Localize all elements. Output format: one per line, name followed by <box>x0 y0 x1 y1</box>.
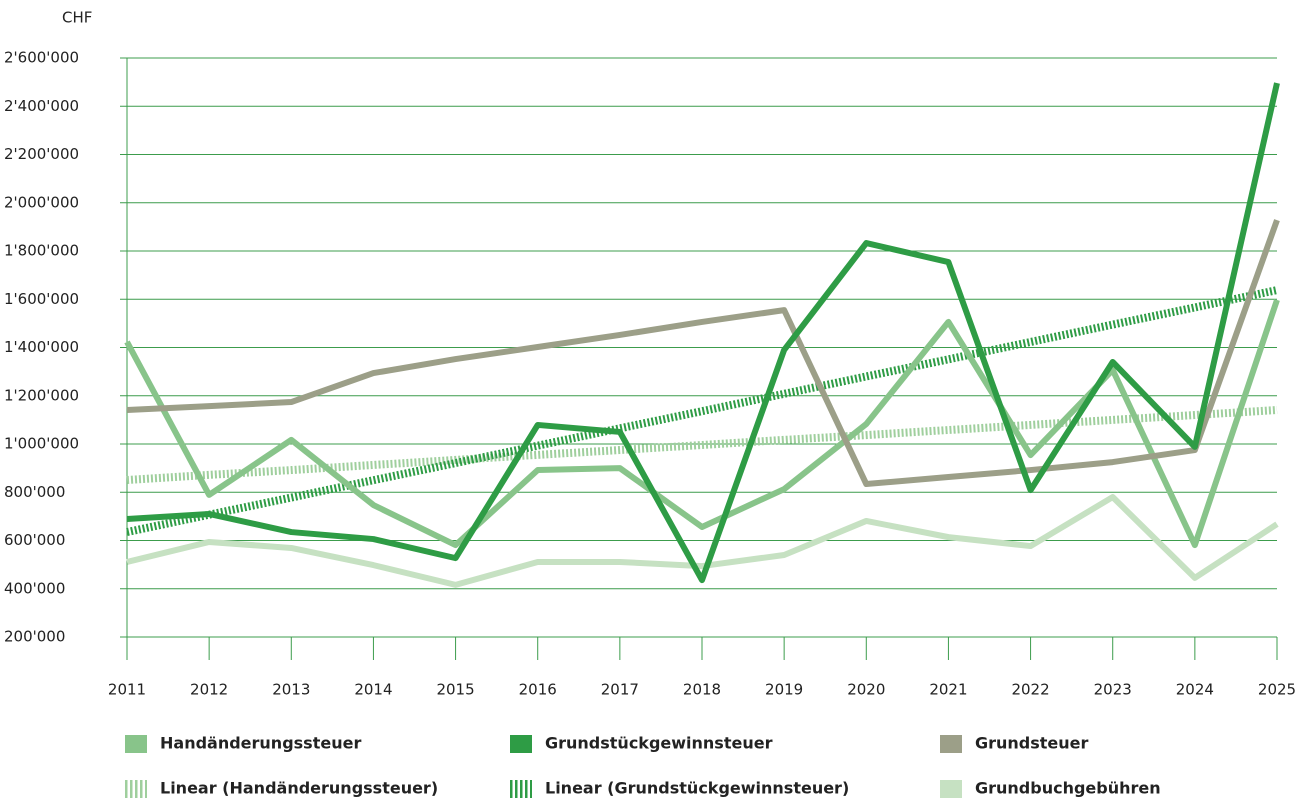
y-tick-label: 1'000'000 <box>4 435 79 453</box>
y-tick-label: 800'000 <box>4 483 65 501</box>
x-tick-label: 2014 <box>354 681 392 699</box>
legend-swatch <box>940 780 962 798</box>
x-tick-label: 2020 <box>847 681 885 699</box>
x-tick-label: 2017 <box>601 681 639 699</box>
x-tick-label: 2012 <box>190 681 228 699</box>
series-line <box>126 494 1279 588</box>
series-line <box>124 299 1280 549</box>
y-tick-label: 2'000'000 <box>4 193 79 211</box>
x-tick-label: 2018 <box>683 681 721 699</box>
series-line <box>126 286 1278 536</box>
x-tick-label: 2015 <box>436 681 474 699</box>
y-tick-label: 2'600'000 <box>4 49 79 67</box>
x-tick-label: 2013 <box>272 681 310 699</box>
y-tick-label: 400'000 <box>4 579 65 597</box>
legend-swatch <box>125 735 147 753</box>
x-tick-label: 2016 <box>519 681 557 699</box>
y-tick-label: 1'200'000 <box>4 386 79 404</box>
y-tick-label: 600'000 <box>4 531 65 549</box>
legend-swatch <box>510 735 532 753</box>
y-tick-label: 1'400'000 <box>4 338 79 356</box>
y-tick-label: 2'400'000 <box>4 97 79 115</box>
series-line <box>126 405 1278 484</box>
legend-swatch <box>125 780 147 798</box>
legend-label: Grundsteuer <box>975 734 1089 753</box>
legend-label: Handänderungssteuer <box>160 734 361 753</box>
y-tick-label: 1'600'000 <box>4 290 79 308</box>
y-axis-label: CHF <box>62 9 92 27</box>
x-tick-label: 2025 <box>1258 681 1296 699</box>
series-line <box>126 219 1280 488</box>
x-tick-label: 2011 <box>108 681 146 699</box>
y-tick-label: 200'000 <box>4 628 65 646</box>
legend-label: Linear (Grundstückgewinnsteuer) <box>545 779 849 798</box>
x-tick-label: 2023 <box>1094 681 1132 699</box>
x-tick-label: 2021 <box>929 681 967 699</box>
legend-swatch <box>940 735 962 753</box>
x-tick-label: 2024 <box>1176 681 1214 699</box>
x-tick-label: 2022 <box>1011 681 1049 699</box>
series-line <box>126 82 1280 584</box>
y-tick-label: 2'200'000 <box>4 145 79 163</box>
legend-label: Grundstückgewinnsteuer <box>545 734 773 753</box>
x-tick-label: 2019 <box>765 681 803 699</box>
y-tick-label: 1'800'000 <box>4 242 79 260</box>
legend-swatch <box>510 780 532 798</box>
legend-label: Grundbuchgebühren <box>975 779 1161 798</box>
legend-label: Linear (Handänderungssteuer) <box>160 779 438 798</box>
